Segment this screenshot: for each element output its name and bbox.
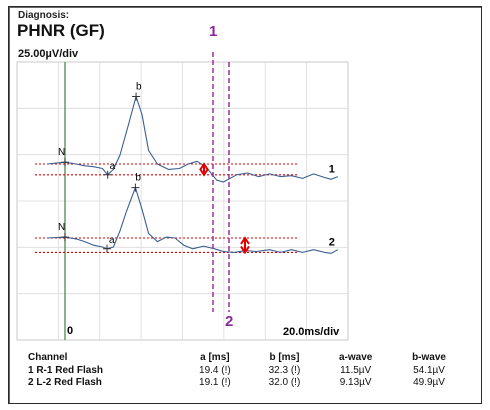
col-header: b-wave: [412, 352, 446, 363]
peak-marker-N: [61, 158, 69, 167]
trace-2: [47, 187, 339, 254]
cursor-label-1: 1: [209, 23, 217, 40]
arrowhead-top-1: [199, 162, 209, 171]
peak-label-b: b: [135, 173, 141, 184]
peak-label-N: N: [58, 147, 65, 158]
trace-number-2: 2: [329, 237, 335, 249]
col-header: a-wave: [338, 352, 373, 363]
arrowhead-top-2: [240, 236, 250, 245]
arrowhead-bottom-1: [199, 168, 209, 177]
cursor-label-2: 2: [225, 313, 233, 330]
peak-marker-b: [132, 92, 141, 101]
col-header: Channel: [28, 352, 68, 363]
col-header: b [ms]: [269, 352, 300, 363]
y-scale-label: 25.00µV/div: [18, 48, 79, 60]
report-frame: [8, 6, 482, 404]
cursor-markers: 12: [199, 23, 250, 330]
x-scale-label: 20.0ms/div: [283, 326, 340, 338]
channel-name: 1 R-1 Red Flash: [28, 364, 104, 376]
result-value: 19.1 (!): [199, 376, 231, 388]
peak-label-a: a: [110, 161, 116, 172]
result-value: 32.0 (!): [268, 376, 301, 388]
x-origin-label: 0: [67, 325, 73, 337]
peak-marker-a: [103, 244, 112, 253]
result-value: 32.3 (!): [268, 364, 301, 376]
col-header: a [ms]: [200, 352, 230, 363]
trace-number-1: 1: [329, 164, 335, 176]
result-row: 1 R-1 Red Flash 19.4 (!) 32.3 (!) 11.5µV 54.…: [26, 364, 466, 376]
chart-grid: [16, 61, 349, 341]
results-body: 1 R-1 Red Flash 19.4 (!) 32.3 (!) 11.5µV 54.…: [26, 364, 466, 388]
result-value: 54.1µV: [413, 364, 445, 376]
trace-1: [47, 95, 339, 183]
diagnosis-value: PHNR (GF): [17, 21, 105, 40]
peak-label-N: N: [58, 222, 65, 233]
results-table: Channel a [ms] b [ms] a-wave b-wave 1 R-1 Re…: [26, 351, 466, 388]
result-value: 19.4 (!): [199, 364, 231, 376]
traces: 1 Na b 2 Na b: [47, 82, 339, 254]
results-header-row: Channel a [ms] b [ms] a-wave b-wave: [26, 351, 466, 364]
result-value: 49.9µV: [413, 376, 445, 388]
result-value: 9.13µV: [339, 376, 372, 388]
result-row: 2 L-2 Red Flash 19.1 (!) 32.0 (!) 9.13µV 49.…: [26, 376, 466, 388]
peak-label-a: a: [109, 235, 115, 246]
arrowhead-bottom-2: [240, 245, 250, 255]
peak-marker-N: [61, 233, 69, 242]
peak-label-b: b: [136, 82, 142, 93]
result-value: 11.5µV: [340, 364, 372, 376]
diagnosis-label: Diagnosis:: [18, 10, 70, 21]
peak-marker-a: [103, 170, 112, 179]
peak-marker-b: [131, 183, 140, 192]
channel-name: 2 L-2 Red Flash: [28, 376, 102, 388]
